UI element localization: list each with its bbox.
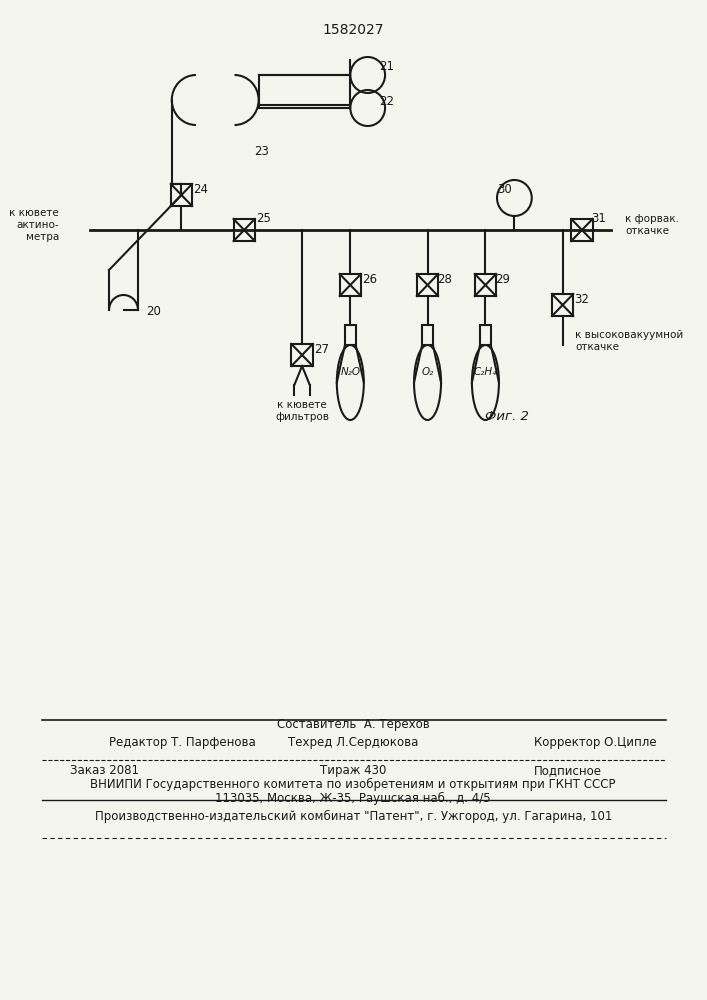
Text: 113035, Москва, Ж-35, Раушская наб., д. 4/5: 113035, Москва, Ж-35, Раушская наб., д. … <box>216 792 491 805</box>
Bar <box>475 274 496 296</box>
Text: к высоковакуумной
откачке: к высоковакуумной откачке <box>575 330 684 352</box>
Bar <box>571 219 592 241</box>
Bar <box>291 344 312 366</box>
Text: 28: 28 <box>437 273 452 286</box>
Text: 20: 20 <box>146 305 160 318</box>
Text: ВНИИПИ Государственного комитета по изобретениям и открытиям при ГКНТ СССР: ВНИИПИ Государственного комитета по изоб… <box>90 778 616 791</box>
Text: Техред Л.Сердюкова: Техред Л.Сердюкова <box>288 736 419 749</box>
Text: к кювете
фильтров: к кювете фильтров <box>275 400 329 422</box>
Bar <box>480 325 491 345</box>
Text: Заказ 2081: Заказ 2081 <box>71 764 139 777</box>
Text: 21: 21 <box>379 60 395 73</box>
Bar <box>171 184 192 206</box>
Text: 26: 26 <box>362 273 377 286</box>
Text: Редактор Т. Парфенова: Редактор Т. Парфенова <box>109 736 256 749</box>
Text: 29: 29 <box>495 273 510 286</box>
Text: 25: 25 <box>256 212 271 225</box>
Text: C₂H₄: C₂H₄ <box>474 367 497 377</box>
Text: Тираж 430: Тираж 430 <box>320 764 387 777</box>
Bar <box>345 325 356 345</box>
Bar <box>339 274 361 296</box>
Text: O₂: O₂ <box>421 367 433 377</box>
Text: 32: 32 <box>574 293 589 306</box>
Text: Подписное: Подписное <box>534 764 602 777</box>
Text: N₂O: N₂O <box>340 367 361 377</box>
Text: Производственно-издательский комбинат "Патент", г. Ужгород, ул. Гагарина, 101: Производственно-издательский комбинат "П… <box>95 810 612 823</box>
Text: 27: 27 <box>314 343 329 356</box>
Text: Корректор О.Ципле: Корректор О.Ципле <box>534 736 656 749</box>
Text: Составитель  А. Терехов: Составитель А. Терехов <box>277 718 430 731</box>
Bar <box>552 294 573 316</box>
Text: к кювете
актино-
метра: к кювете актино- метра <box>9 208 59 242</box>
Text: Фиг. 2: Фиг. 2 <box>486 410 530 423</box>
Bar <box>233 219 255 241</box>
Bar <box>422 325 433 345</box>
Text: 1582027: 1582027 <box>322 23 384 37</box>
Text: 22: 22 <box>379 95 395 108</box>
Text: 24: 24 <box>193 183 208 196</box>
Text: 30: 30 <box>497 183 512 196</box>
Text: 31: 31 <box>592 212 607 225</box>
Text: 23: 23 <box>254 145 269 158</box>
Bar <box>417 274 438 296</box>
Text: к форвак.
откачке: к форвак. откачке <box>626 214 679 236</box>
